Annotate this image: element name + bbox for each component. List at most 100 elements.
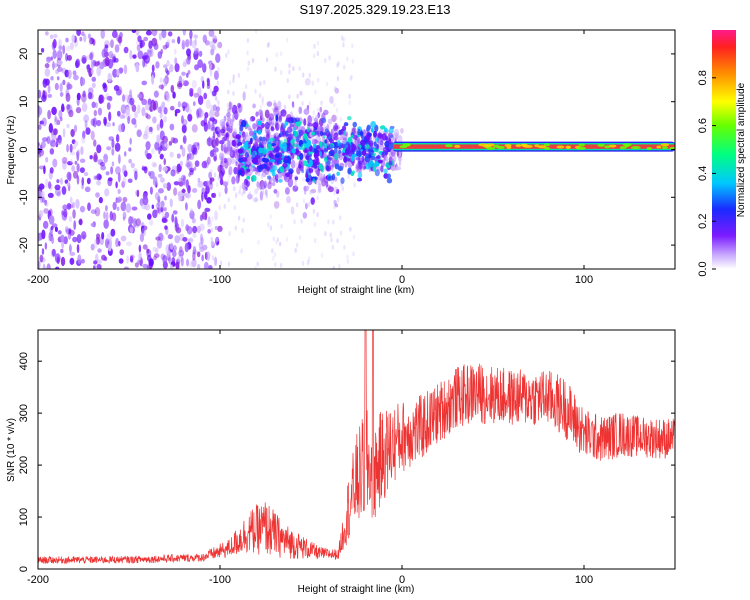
spectrogram-ytick-label: -10 [18,189,30,205]
spectrogram-cell [363,165,367,170]
spectrogram-cell [147,213,152,220]
spectrogram-cell [336,238,339,244]
spectrogram-cell [372,164,377,172]
spectrogram-cell [304,202,308,210]
spectrogram-cell [182,30,187,36]
spectrogram-cell [59,92,64,97]
spectrogram-cell [122,176,127,186]
spectrogram-cell [56,179,60,184]
spectrogram-cell [77,254,82,265]
spectrogram-cell [284,130,289,137]
spectrogram-cell [135,218,142,227]
chart-title: S197.2025.329.19.23.E13 [299,2,451,17]
spectrogram-cell [41,94,47,102]
spectrogram-cell [346,56,349,62]
spectrogram-cell [172,210,178,215]
spectrogram-cell [258,93,262,99]
spectrogram-cell [343,36,346,42]
spectrogram-cell [65,92,71,103]
spectrogram-cell [202,63,207,73]
spectrogram-cell [271,248,274,254]
spectrogram-cell [288,69,291,75]
spectrogram-cell [303,185,310,192]
spectrogram-cell [336,171,340,176]
spectrogram-cell [117,36,123,44]
spectrogram-cell [244,84,248,90]
spectrogram-cell [145,141,151,151]
spectrogram-cell [219,119,226,127]
spectrogram-cell [113,85,120,91]
spectrogram-cell [122,94,126,103]
spectrogram-cell [182,175,186,186]
spectrogram-cell [257,129,262,135]
spectrogram-cell [357,171,363,179]
spectrogram-cell [226,119,231,125]
spectrogram-cell [223,146,229,153]
spectrogram-cell [139,233,145,243]
spectrogram-cell [318,135,322,141]
spectrogram-cell [235,154,239,160]
spectrogram-cell [146,114,151,120]
spectrogram-cell [348,149,353,157]
spectrogram-cell [40,141,46,149]
spectrogram-cell [328,55,331,61]
spectrogram-cell [333,147,338,154]
spectrogram-cell [376,155,381,160]
spectrogram-cell [368,132,372,137]
spectrogram-cell [347,173,350,179]
spectrogram-cell [229,118,234,128]
spectrogram-cell [308,72,311,78]
spectrogram-cell [163,139,168,150]
spectrogram-cell [42,265,47,269]
spectrogram-cell [275,52,278,58]
ridge-highlight [544,146,551,150]
spectrogram-cell [373,141,377,147]
spectrogram-cell [98,174,102,180]
spectrogram-cell [269,225,273,231]
spectrogram-cell [214,95,218,101]
spectrogram-cell [261,95,264,101]
spectrogram-cell [361,155,365,163]
spectrogram-cell [333,190,336,196]
spectrogram-cell [49,167,54,174]
spectrogram-cell [291,101,295,108]
spectrogram-cell [227,197,230,203]
spectrogram-cell [48,215,55,225]
spectrogram-cell [274,66,277,72]
ridge-highlight [608,144,617,148]
spectrogram-cell [159,145,163,152]
spectrogram-cell [151,30,158,37]
spectrogram-cell [127,178,133,184]
spectrogram-cell [99,61,105,70]
spectrogram-cell [193,34,198,39]
spectrogram-cell [51,248,56,257]
spectrogram-cell [352,251,355,257]
spectrogram-cell [197,141,200,151]
spectrogram-cell [142,263,149,269]
spectrogram-cell [80,258,85,264]
spectrogram-cell [386,173,391,179]
spectrogram-cell [285,117,292,123]
ridge-highlight [619,146,627,150]
spectrogram-cell [96,180,101,186]
spectrogram-cell [296,166,301,175]
spectrogram-cell [305,177,310,183]
spectrogram-cell [201,160,208,169]
spectrogram-cell [220,155,223,161]
spectrogram-cell [210,104,213,110]
spectrogram-cell [76,233,82,244]
spectrogram-cell [186,72,189,78]
spectrogram-cell [215,237,218,243]
spectrogram-cell [264,121,270,130]
spectrogram-cell [234,225,237,231]
spectrogram-cell [81,93,87,103]
spectrogram-cell [119,114,126,119]
spectrogram-cell [66,182,70,187]
spectrogram-cell [160,253,165,260]
spectrogram-cell [155,236,161,241]
spectrogram-cell [311,115,315,121]
spectrogram-cell [313,43,316,49]
spectrogram-cell [237,73,241,79]
spectrogram-cell [180,218,185,228]
